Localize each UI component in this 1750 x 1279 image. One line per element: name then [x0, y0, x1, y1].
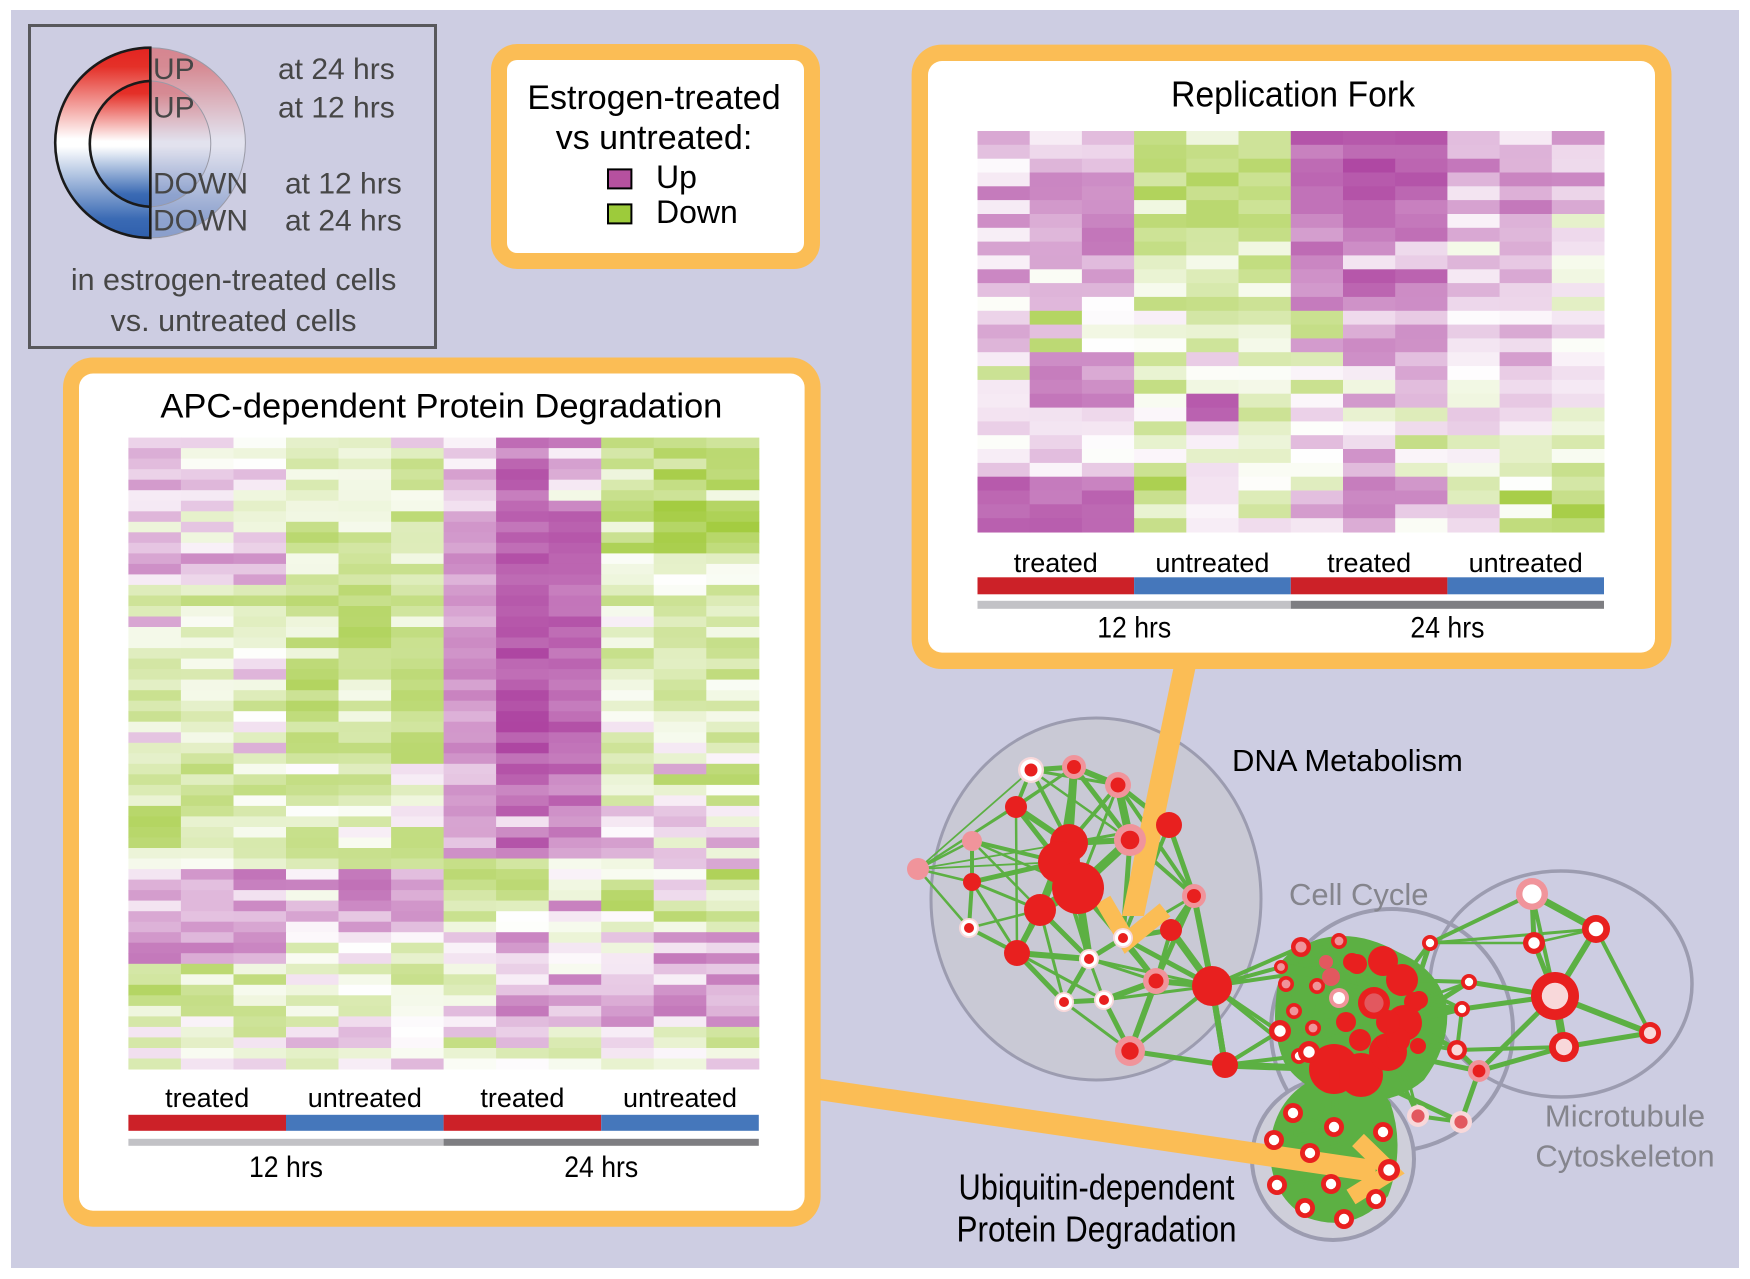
svg-text:Cytoskeleton: Cytoskeleton: [1535, 1138, 1714, 1173]
svg-text:Replication Fork: Replication Fork: [1171, 74, 1416, 115]
svg-text:untreated: untreated: [1155, 548, 1269, 578]
svg-text:vs untreated:: vs untreated:: [556, 119, 753, 157]
svg-text:12 hrs: 12 hrs: [1097, 611, 1171, 644]
svg-text:DNA Metabolism: DNA Metabolism: [1232, 743, 1463, 778]
svg-text:untreated: untreated: [1469, 548, 1583, 578]
svg-text:at 24 hrs: at 24 hrs: [278, 53, 395, 86]
svg-text:treated: treated: [165, 1083, 249, 1113]
svg-text:Down: Down: [656, 194, 738, 230]
svg-text:treated: treated: [480, 1083, 564, 1113]
svg-text:Microtubule: Microtubule: [1545, 1098, 1705, 1133]
svg-text:in estrogen-treated cells: in estrogen-treated cells: [71, 263, 397, 297]
svg-text:Ubiquitin-dependent: Ubiquitin-dependent: [959, 1166, 1235, 1207]
svg-text:24 hrs: 24 hrs: [564, 1151, 638, 1184]
svg-text:DOWN: DOWN: [153, 205, 248, 238]
svg-text:treated: treated: [1014, 548, 1098, 578]
svg-text:Protein Degradation: Protein Degradation: [957, 1208, 1237, 1249]
svg-text:at 12 hrs: at 12 hrs: [278, 92, 395, 125]
svg-text:Cell Cycle: Cell Cycle: [1289, 877, 1429, 912]
svg-text:UP: UP: [153, 53, 195, 86]
svg-text:vs. untreated cells: vs. untreated cells: [111, 304, 357, 338]
svg-text:24 hrs: 24 hrs: [1410, 611, 1484, 644]
svg-text:at 24 hrs: at 24 hrs: [285, 205, 402, 238]
svg-text:DOWN: DOWN: [153, 168, 248, 201]
svg-text:APC-dependent Protein Degradat: APC-dependent Protein Degradation: [160, 388, 722, 426]
svg-text:untreated: untreated: [308, 1083, 422, 1113]
svg-text:12 hrs: 12 hrs: [249, 1151, 323, 1184]
svg-text:UP: UP: [153, 92, 195, 125]
svg-text:Up: Up: [656, 159, 697, 195]
svg-text:at 12 hrs: at 12 hrs: [285, 168, 402, 201]
svg-text:treated: treated: [1327, 548, 1411, 578]
svg-text:untreated: untreated: [623, 1083, 737, 1113]
svg-text:Estrogen-treated: Estrogen-treated: [527, 79, 780, 117]
